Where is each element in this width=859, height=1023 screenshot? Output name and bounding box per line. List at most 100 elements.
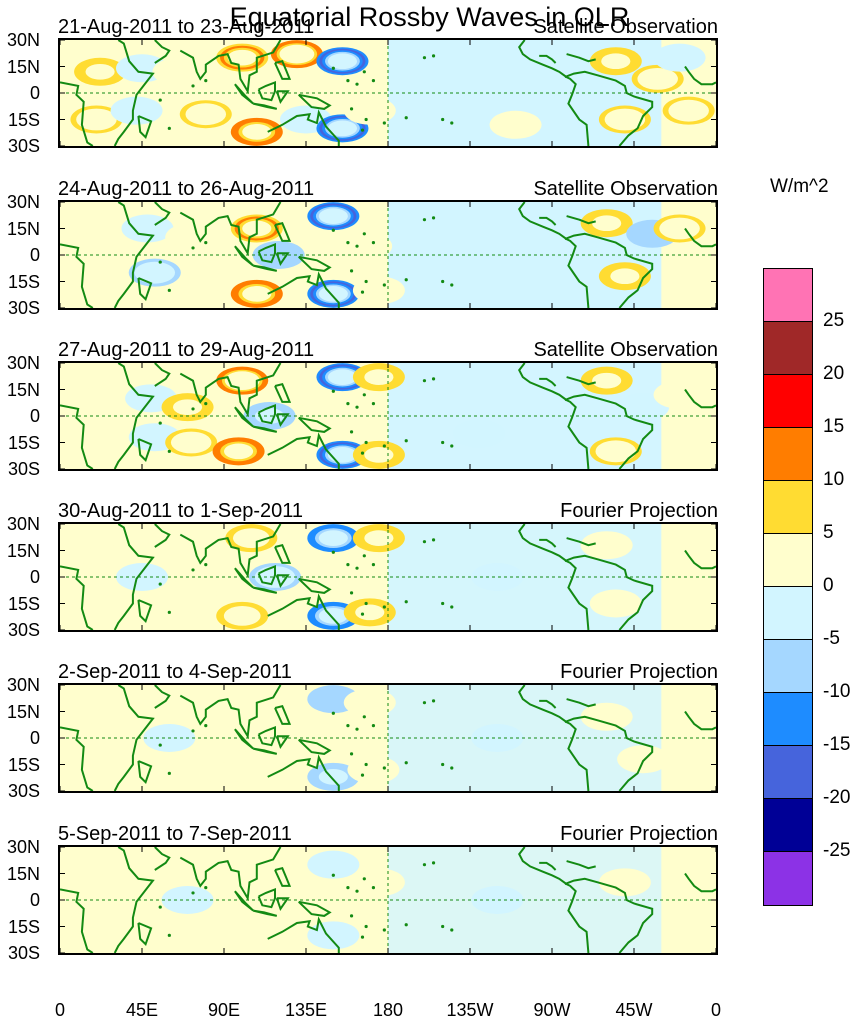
island (349, 752, 354, 756)
coastline (684, 227, 716, 248)
island (360, 935, 365, 939)
positive-anomaly (165, 223, 218, 252)
coastline (267, 109, 340, 146)
colorbar-swatch (764, 640, 812, 693)
negative-anomaly (116, 563, 168, 591)
island (422, 701, 427, 705)
coastline (113, 524, 155, 630)
island (349, 430, 354, 434)
island (382, 121, 386, 125)
map-plot (58, 361, 718, 471)
positive-anomaly (179, 267, 232, 296)
coastline (684, 549, 716, 570)
coastline (274, 544, 292, 564)
coastline (60, 243, 94, 308)
colorbar-level-label: -25 (823, 840, 851, 861)
island (371, 402, 376, 406)
x-tick-label: 0 (54, 1000, 66, 1020)
island (158, 98, 162, 102)
y-tick-label: 0 (29, 83, 40, 103)
coastline (257, 725, 276, 747)
island (362, 70, 366, 74)
island (382, 928, 386, 932)
coastline (274, 60, 292, 80)
coastline (267, 593, 340, 630)
map-plot (58, 38, 718, 148)
island (364, 601, 368, 606)
island (450, 283, 454, 287)
coastline (564, 715, 654, 791)
negative-anomaly (307, 524, 360, 553)
positive-anomaly (352, 440, 405, 469)
island (346, 886, 350, 890)
colorbar-level-label: -15 (823, 734, 851, 755)
coastline (257, 887, 276, 909)
negative-anomaly (453, 419, 506, 448)
positive-anomaly (580, 531, 633, 560)
panel-2: 24-Aug-2011 to 26-Aug-2011 Satellite Obse… (0, 178, 859, 338)
panel-source: Satellite Observation (533, 339, 718, 361)
coastline (275, 574, 290, 588)
coastline (275, 90, 290, 104)
colorbar-level-label: 5 (823, 522, 834, 543)
coastline (267, 754, 340, 791)
coastline (298, 93, 332, 110)
island (167, 126, 171, 130)
coastline (234, 890, 254, 912)
colorbar-swatch (764, 746, 812, 799)
coastline (274, 867, 292, 887)
island (355, 244, 359, 248)
y-tick-label: 15S (7, 593, 40, 614)
y-tick-label: 30S (7, 620, 40, 640)
coastline (137, 115, 153, 140)
island (441, 440, 445, 445)
x-tick-label: 0 (710, 1000, 722, 1020)
island (346, 402, 350, 406)
island (364, 279, 368, 284)
island (450, 605, 454, 609)
island (355, 889, 359, 893)
y-tick-label: 30N (6, 837, 40, 857)
y-tick-label: 15N (6, 863, 40, 884)
positive-anomaly (270, 40, 323, 69)
island (371, 724, 376, 728)
colorbar-units: W/m^2 (770, 176, 829, 197)
coastline (298, 416, 332, 433)
coastline (566, 860, 596, 870)
coastline (179, 40, 282, 95)
island (349, 914, 354, 918)
x-tick-label: 90W (533, 1000, 571, 1020)
coastline (539, 861, 557, 871)
coastline (566, 376, 596, 386)
positive-anomaly (662, 545, 715, 574)
y-tick-label: 15S (7, 271, 40, 292)
coastline (252, 586, 278, 594)
island (364, 440, 368, 445)
positive-anomaly (598, 868, 651, 897)
x-tick-label: 45E (125, 1000, 159, 1020)
island (355, 727, 359, 731)
coastline (274, 705, 292, 725)
y-tick-label: 30N (6, 514, 40, 534)
coastline (60, 404, 94, 469)
positive-anomaly (216, 366, 269, 395)
colorbar-swatch (764, 269, 812, 322)
island (360, 290, 365, 294)
y-tick-label: 30S (7, 943, 40, 963)
island (382, 766, 386, 770)
coastline (539, 377, 557, 387)
y-tick-label: 30S (7, 298, 40, 318)
island (331, 873, 335, 877)
y-tick-label: 30N (6, 30, 40, 50)
positive-anomaly (598, 105, 651, 134)
island (422, 218, 427, 222)
coastline (154, 40, 171, 64)
positive-anomaly (352, 363, 405, 392)
map-plot (58, 845, 718, 955)
negative-anomaly (307, 685, 360, 714)
island (158, 743, 162, 747)
island (167, 771, 171, 775)
coastline (274, 222, 292, 242)
island (360, 612, 365, 616)
coastline (298, 900, 332, 917)
